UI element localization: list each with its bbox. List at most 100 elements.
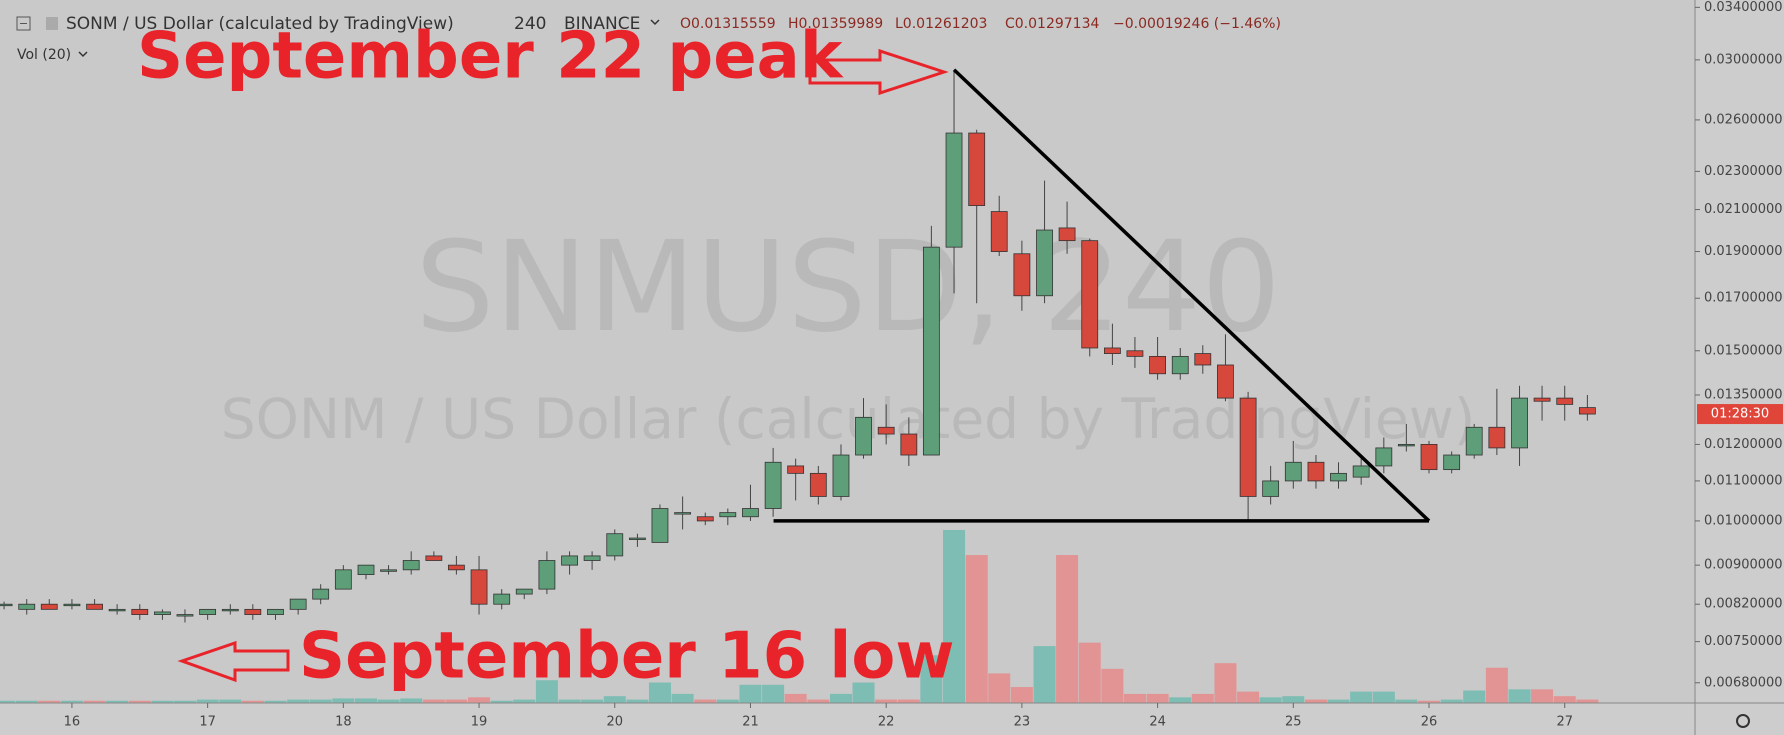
y-tick-label: 0.01900000 [1704,244,1783,259]
candle-body [538,560,556,590]
volume-bar [1101,668,1124,703]
volume-bar [264,700,287,703]
y-tick-label: 0.01000000 [1704,513,1783,528]
volume-bar [852,682,875,703]
candle-body [334,569,352,590]
exchange[interactable]: BINANCE [564,14,640,34]
volume-bar [920,655,943,703]
volume-bar [603,696,626,703]
candle-body [493,593,511,605]
countdown-label: 01:28:30 [1711,407,1769,422]
volume-bar [1463,690,1486,703]
volume-bar [513,699,536,703]
candle-body [1352,465,1370,478]
volume-bar [1282,696,1305,703]
candle-body [809,472,827,497]
candle-body [1284,461,1302,482]
volume-bar [897,699,920,703]
volume-bar [1237,691,1260,703]
volume-bar [739,684,762,703]
interval[interactable]: 240 [514,14,546,34]
candle-body [1330,472,1347,482]
candle-body [18,603,36,610]
x-tick-label: 20 [606,715,623,730]
symbol-title[interactable]: SONM / US Dollar (calculated by TradingV… [66,14,454,34]
volume-bar [1372,691,1395,703]
volume-bar [648,682,671,703]
y-tick-label: 0.02600000 [1704,112,1783,127]
volume-bar [1395,699,1418,703]
volume-bar [1304,699,1327,703]
annotation-low: September 16 low [299,620,954,694]
ohlc-high: H0.01359989 [788,16,883,32]
x-tick-label: 21 [742,715,759,730]
candle-body [221,608,239,612]
annotation-arrow-left [177,640,290,683]
trendline [952,68,1431,523]
annotation-arrow-right [808,48,949,96]
symbol-icon [46,17,58,30]
axes-layer: 0.03400000 0.03000000 0.02600000 0.02300000… [64,0,1783,730]
volume-bar [1485,667,1508,703]
volume-bar [807,699,830,703]
plot-background [0,0,1695,703]
x-tick-label: 25 [1285,715,1302,730]
x-tick-label: 16 [64,715,81,730]
trendline-layer [773,68,1431,523]
candle-body [787,465,805,474]
x-axis-background [0,703,1784,735]
volume-bar [1169,697,1192,703]
volume-bar [219,699,242,703]
candle-body [402,560,420,571]
candle-body [244,608,262,615]
candle-body [1420,444,1438,471]
candle-body [900,433,918,456]
candle-body [1194,353,1212,366]
candle-body [1307,461,1325,482]
candle-layer [0,71,1596,623]
candle-body [447,564,465,571]
volume-bar [1146,693,1169,703]
candle-body [990,211,1008,252]
volume-bar [60,700,83,703]
candle-body [0,603,13,607]
candle-body [742,508,759,518]
candle-body [1511,397,1528,449]
candle-body [154,611,171,615]
volume-bar [309,699,332,703]
y-tick-label: 0.00680000 [1704,675,1783,690]
x-tick-label: 18 [335,715,352,730]
y-tick-label: 0.00820000 [1704,597,1783,612]
collapse-icon[interactable] [16,16,31,31]
candle-body [380,569,397,572]
candle-body [1578,407,1596,415]
volume-bar [332,698,355,703]
candle-body [108,608,126,612]
volume-bar [558,699,581,703]
volume-legend[interactable]: Vol (20) [17,47,71,63]
candle-body [719,512,737,518]
x-tick-label: 27 [1556,715,1573,730]
volume-caret [78,51,88,58]
volume-bar [400,698,423,703]
volume-bar [1508,689,1531,703]
volume-bar [1033,646,1056,703]
volume-bar [1576,699,1599,703]
candle-body [199,608,217,615]
exchange-caret [650,19,660,26]
volume-bar [943,530,966,703]
candle-body [561,555,578,566]
volume-bar [1440,699,1463,703]
volume-bar [1056,555,1079,703]
settings-icon[interactable] [1736,714,1750,728]
y-tick-label: 0.01700000 [1704,291,1783,306]
candle-body [131,608,149,615]
candle-body [922,246,940,456]
y-tick-label: 0.03400000 [1704,0,1783,15]
candle-body [1533,397,1551,402]
candle-body [606,533,624,557]
volume-bar [0,700,16,703]
volume-bar [626,699,649,703]
watermark-subtitle: SONM / US Dollar (calculated by TradingV… [221,387,1476,451]
